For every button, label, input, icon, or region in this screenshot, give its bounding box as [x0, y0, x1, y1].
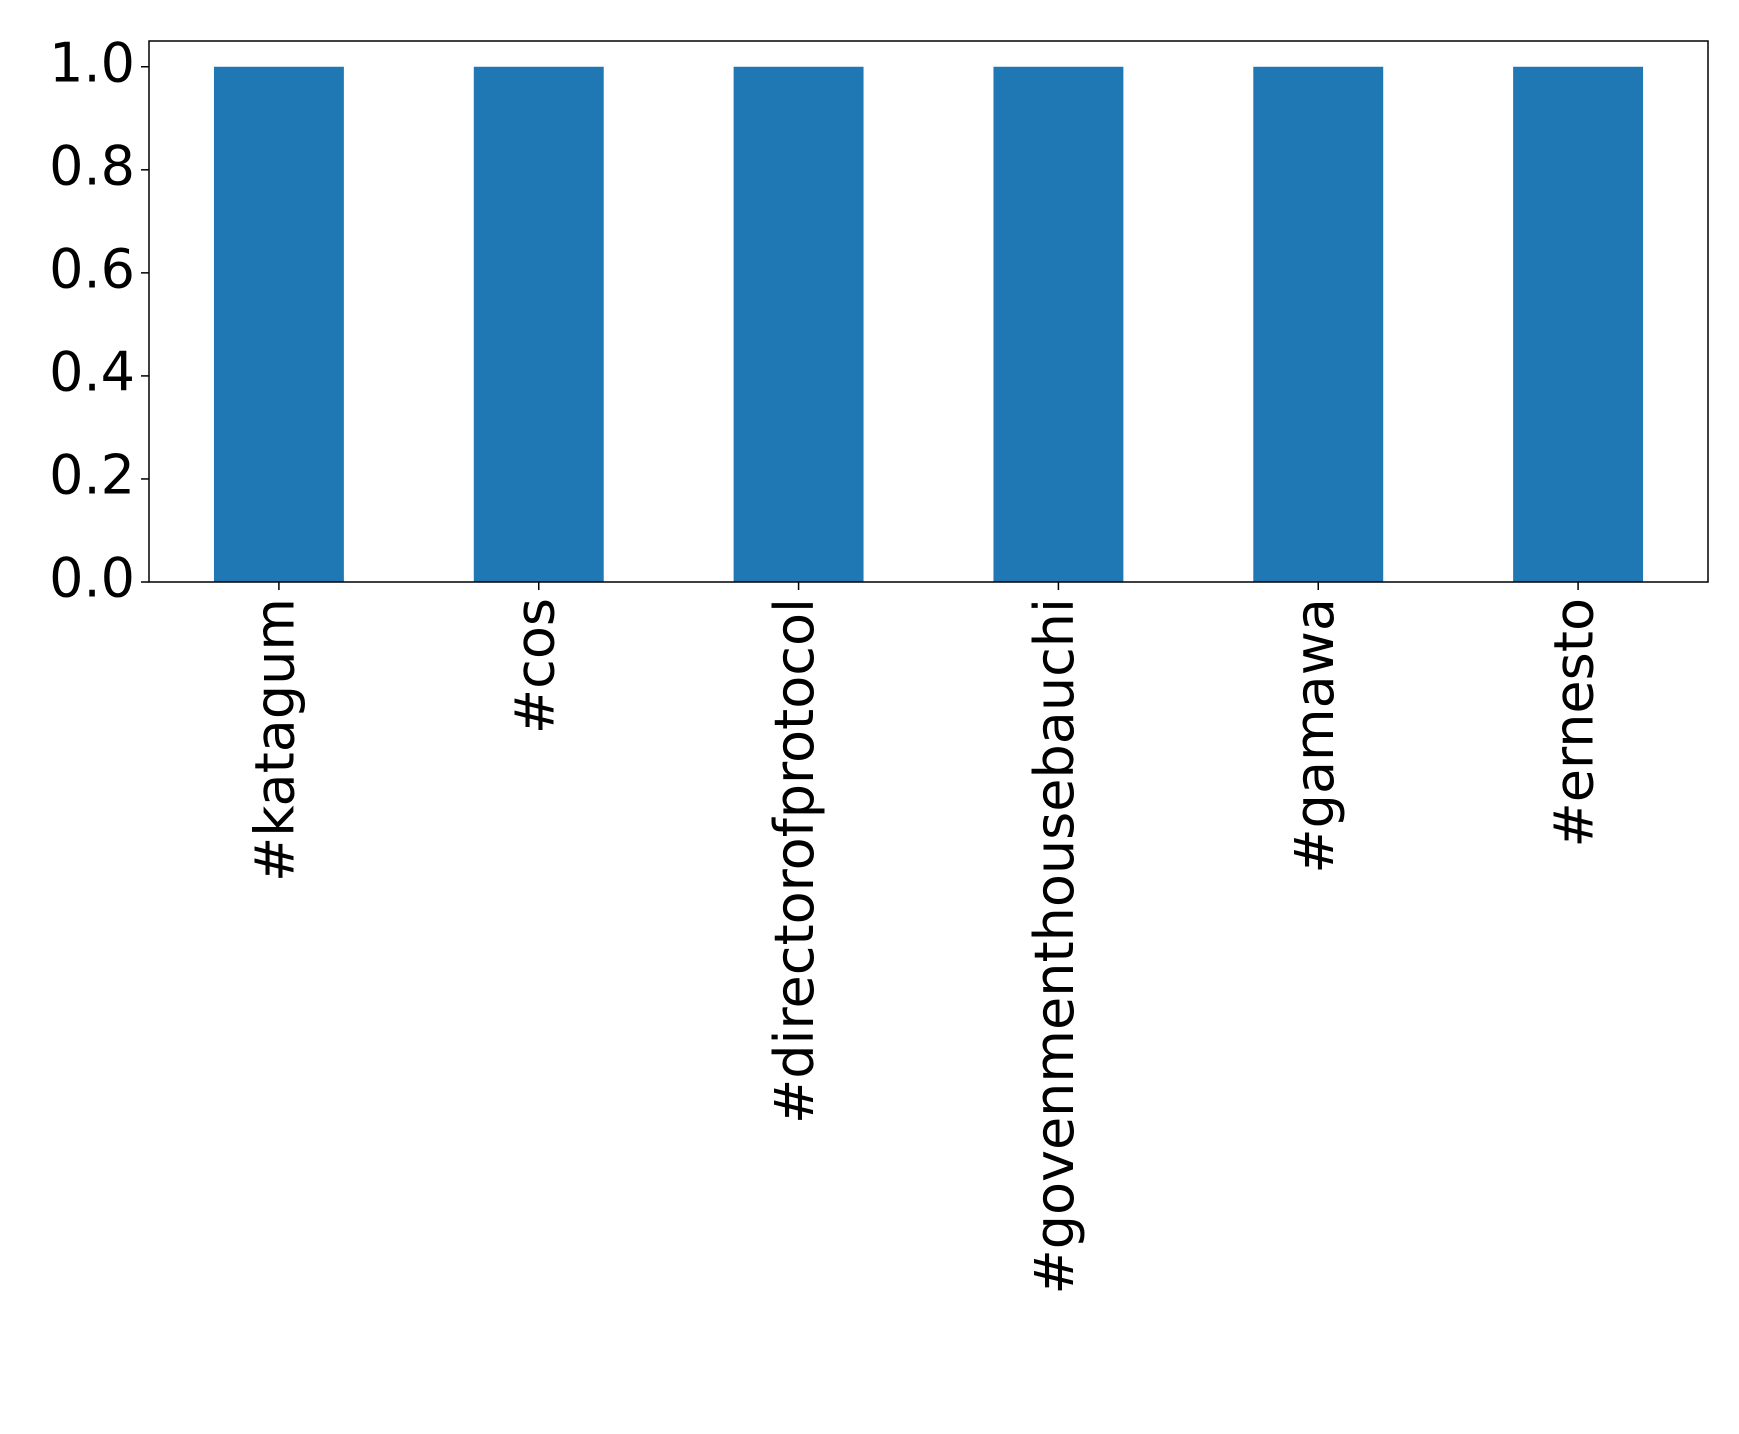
- x-tick-label: #gamawa: [1283, 598, 1346, 874]
- y-tick-label: 0.8: [49, 134, 135, 197]
- y-tick-label: 1.0: [49, 31, 135, 94]
- x-tick-label: #cos: [503, 598, 566, 734]
- y-tick-label: 0.6: [49, 237, 135, 300]
- x-tick-label: #govenmenthousebauchi: [1023, 598, 1086, 1295]
- plot-frame: [148, 40, 1709, 583]
- x-tick-label: #katagum: [244, 598, 307, 882]
- y-tick-label: 0.2: [49, 444, 135, 507]
- bar: [213, 66, 344, 582]
- x-tick-label: #directorofprotocol: [763, 598, 826, 1124]
- bar: [733, 66, 864, 582]
- y-tick-label: 0.0: [49, 547, 135, 610]
- x-tick-label: #ernesto: [1543, 598, 1606, 848]
- bar: [1513, 66, 1644, 582]
- bar: [993, 66, 1124, 582]
- y-tick-label: 0.4: [49, 341, 135, 404]
- bar: [473, 66, 604, 582]
- bar: [1253, 66, 1384, 582]
